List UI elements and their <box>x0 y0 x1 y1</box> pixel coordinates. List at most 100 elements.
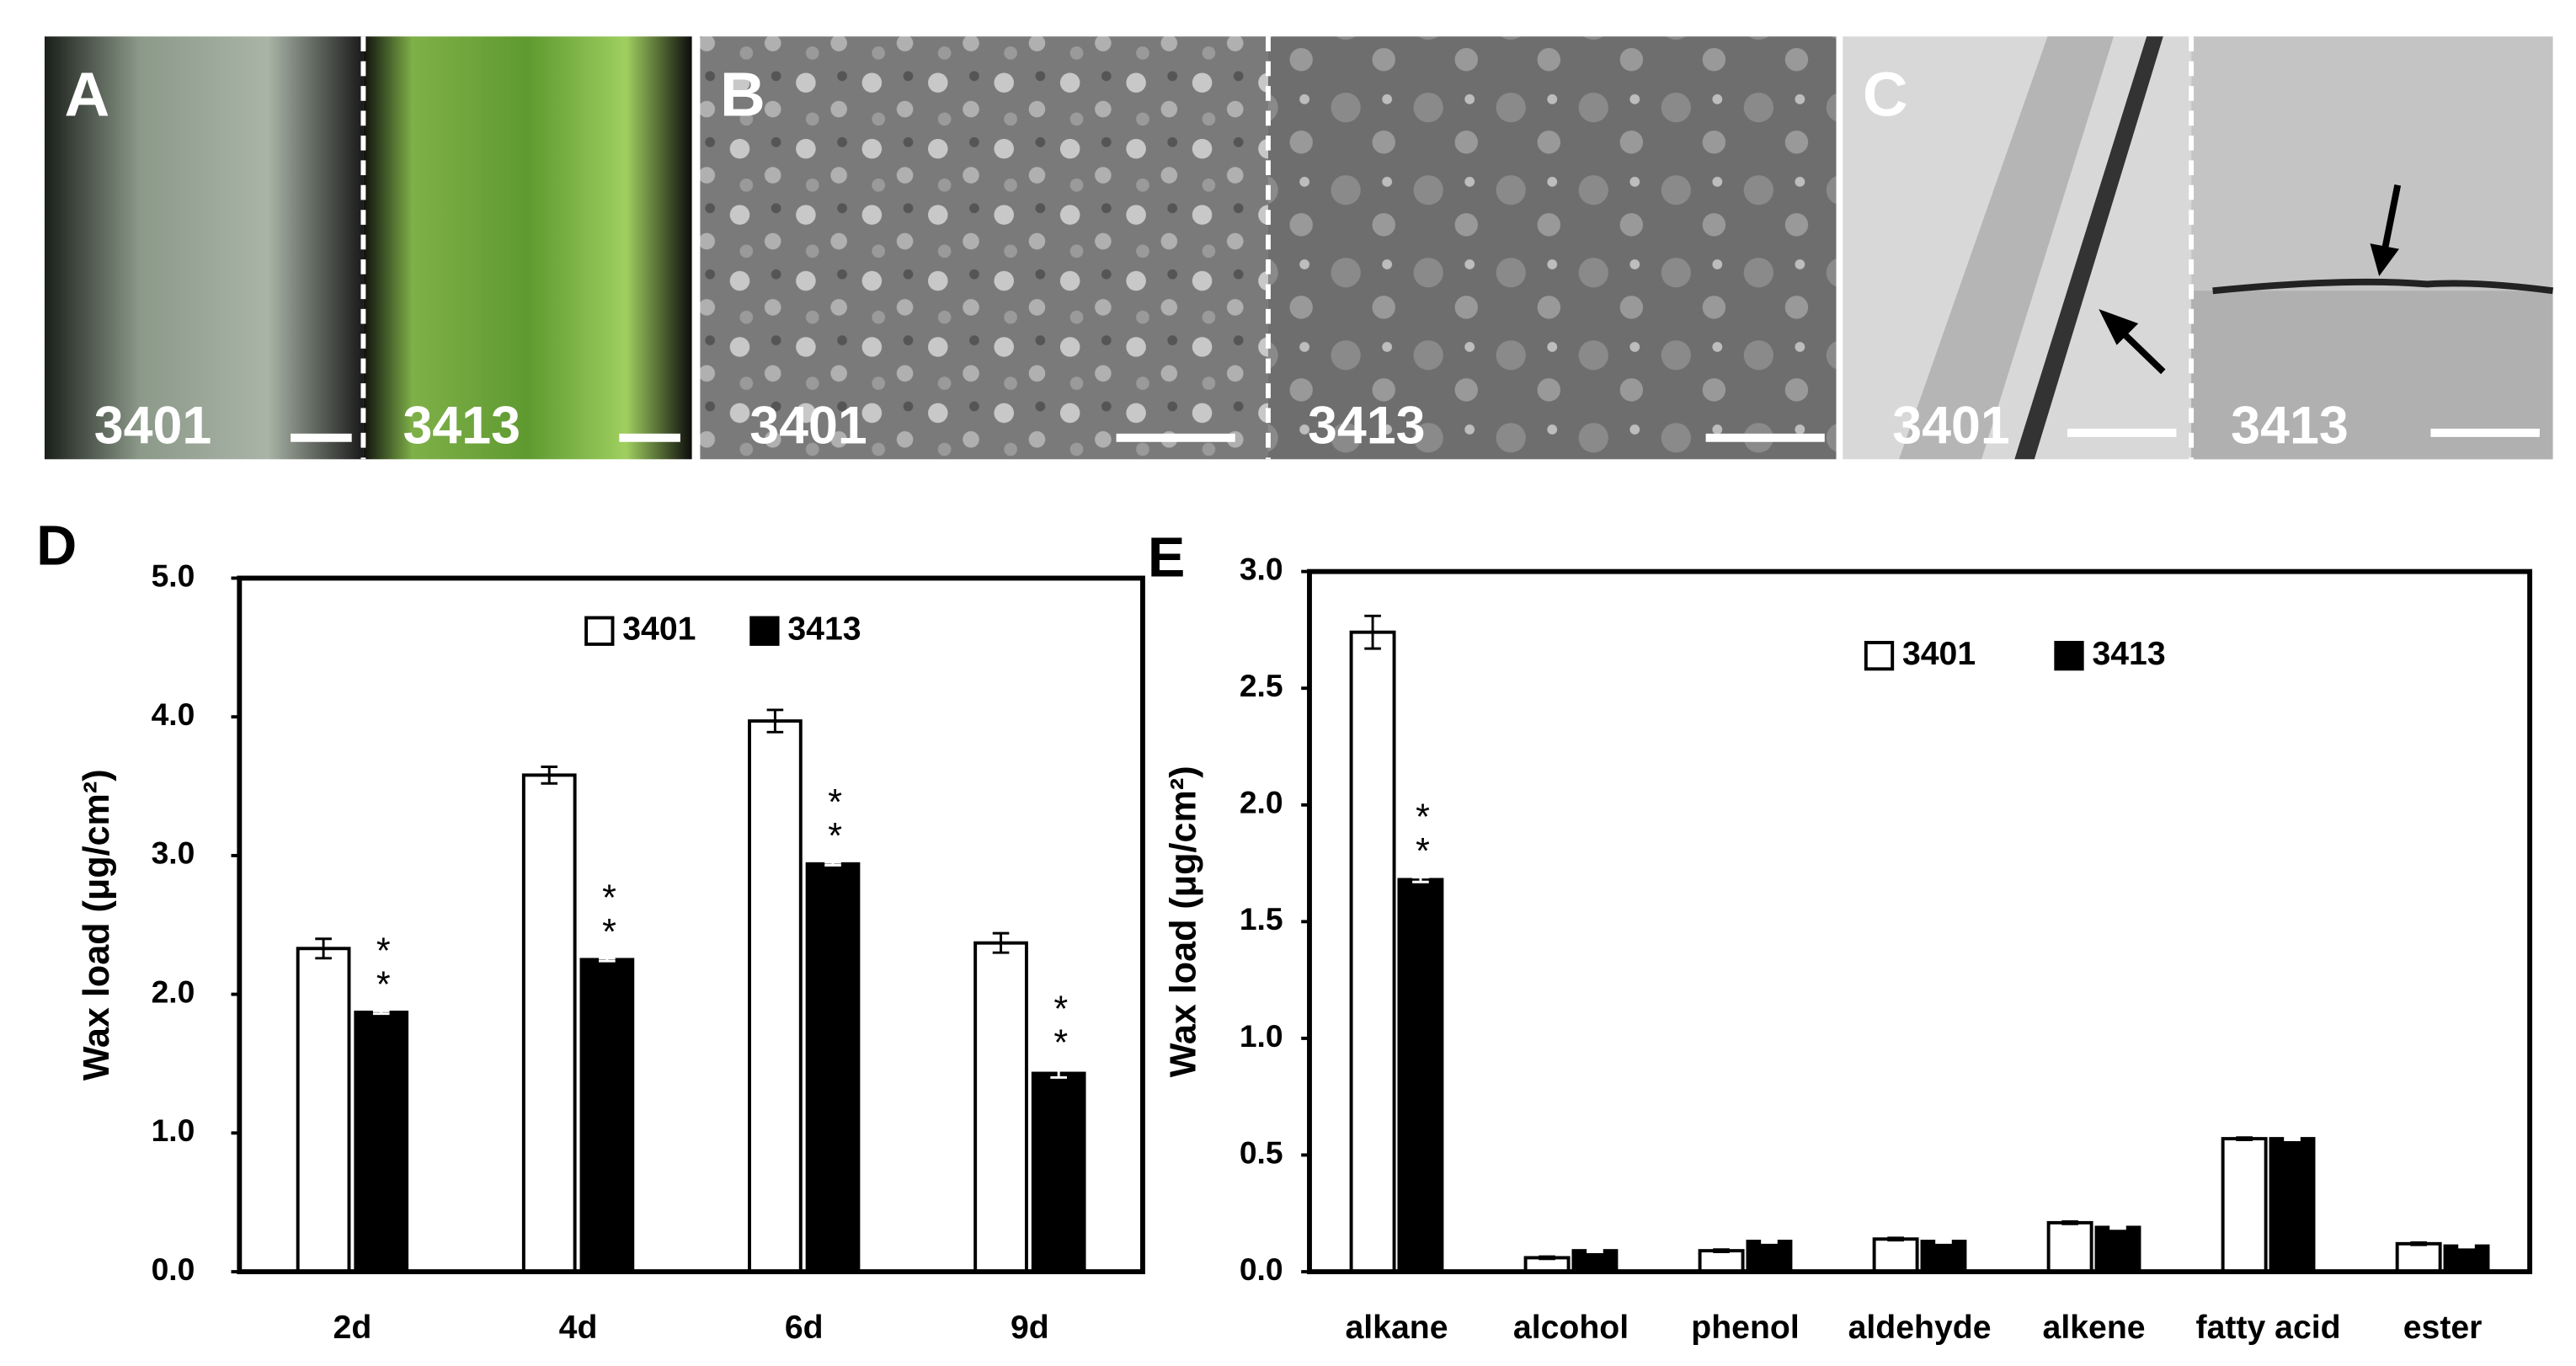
error-bar <box>1587 1248 1603 1253</box>
legend-label: 3401 <box>622 611 696 648</box>
error-bar <box>541 766 558 785</box>
photo-label: 3413 <box>2231 397 2349 456</box>
photo-label: 3401 <box>1892 397 2010 456</box>
y-tick-label: 0.0 <box>152 1251 195 1287</box>
photo <box>363 36 692 460</box>
y-tick-label: 3.0 <box>152 835 195 871</box>
bar <box>2269 1137 2316 1274</box>
bar <box>1920 1240 1967 1274</box>
error-bar <box>1935 1239 1952 1244</box>
legend-label: 3413 <box>787 611 861 648</box>
x-tick-label: phenol <box>1691 1310 1799 1346</box>
bar <box>748 719 803 1274</box>
y-tick-label: 0.0 <box>1240 1251 1283 1287</box>
legend-swatch <box>1864 640 1895 671</box>
bar <box>579 958 635 1274</box>
arrows <box>2099 184 2402 375</box>
bar <box>2395 1241 2442 1274</box>
photo-detail <box>2212 278 2554 295</box>
significance-marker: ** <box>589 878 629 946</box>
dividers <box>360 36 2195 460</box>
arrow-head <box>2099 309 2139 345</box>
x-tick-label: aldehyde <box>1848 1310 1992 1346</box>
x-tick-label: fatty acid <box>2196 1310 2341 1346</box>
error-bar <box>2109 1225 2126 1230</box>
panel-label: A <box>64 60 109 130</box>
error-bar <box>1887 1236 1904 1242</box>
panel-label: E <box>1148 526 1185 589</box>
photo-label: 3413 <box>403 397 520 456</box>
bar <box>296 947 351 1274</box>
photo-label: 3401 <box>94 397 212 456</box>
photo-detail <box>2014 36 2163 460</box>
error-bar <box>1050 1068 1067 1079</box>
significance-marker: ** <box>1041 990 1081 1057</box>
photo <box>44 36 364 460</box>
bar <box>1872 1237 1919 1274</box>
bar <box>354 1011 409 1274</box>
bar <box>1746 1240 1793 1274</box>
error-bar <box>1412 876 1429 883</box>
photo <box>1267 36 1837 460</box>
plot-frame <box>237 575 1145 1275</box>
legend-swatch <box>584 616 615 646</box>
error-bar <box>1364 614 1381 650</box>
error-bar <box>824 861 841 867</box>
panel-label: C <box>1863 60 1908 130</box>
panel-label: B <box>720 60 765 130</box>
y-tick-label: 2.0 <box>152 974 195 1009</box>
y-tick-label: 2.0 <box>1240 785 1283 820</box>
x-tick-label: 4d <box>559 1310 598 1346</box>
legend-swatch <box>2054 640 2084 671</box>
x-tick-label: alcohol <box>1513 1310 1629 1346</box>
y-tick-label: 0.5 <box>1240 1134 1283 1170</box>
significance-marker: ** <box>1403 798 1443 865</box>
error-bar <box>2061 1220 2078 1225</box>
y-tick-label: 4.0 <box>152 696 195 732</box>
y-axis-label: Wax load (μg/cm²) <box>1163 766 1203 1077</box>
photo-label: 3413 <box>1308 397 1426 456</box>
bar <box>805 862 861 1274</box>
error-bar <box>1713 1248 1730 1253</box>
legend-swatch <box>749 616 780 646</box>
arrow-head <box>2370 243 2399 276</box>
bar <box>1397 878 1444 1274</box>
error-bar <box>992 931 1010 954</box>
bar <box>1698 1249 1745 1274</box>
x-tick-label: 6d <box>785 1310 824 1346</box>
scale-bars <box>291 429 2540 442</box>
bar <box>2443 1244 2490 1274</box>
legend-label: 3401 <box>1902 636 1976 672</box>
error-bar <box>2410 1241 2427 1246</box>
plot-frame <box>1307 568 2533 1275</box>
error-bar <box>2236 1136 2253 1141</box>
error-bar <box>766 708 784 734</box>
bar <box>2046 1220 2093 1274</box>
x-tick-label: alkene <box>2043 1310 2146 1346</box>
bar <box>973 941 1028 1274</box>
bar <box>2221 1137 2268 1274</box>
bar <box>2094 1225 2141 1274</box>
x-tick-label: alkane <box>1345 1310 1448 1346</box>
error-bar <box>372 1009 390 1016</box>
photo-label: 3401 <box>749 397 867 456</box>
y-tick-label: 3.0 <box>1240 551 1283 586</box>
photo <box>700 36 1268 460</box>
bar <box>1571 1249 1619 1274</box>
y-tick-label: 5.0 <box>152 558 195 593</box>
error-bar <box>2284 1136 2301 1141</box>
significance-marker: ** <box>363 931 403 998</box>
y-axis-label: Wax load (μg/cm²) <box>77 769 117 1081</box>
photo-panels <box>44 36 2554 460</box>
x-tick-label: 2d <box>333 1310 372 1346</box>
y-tick-label: 1.0 <box>152 1113 195 1148</box>
y-tick-label: 1.5 <box>1240 901 1283 936</box>
error-bar <box>1761 1239 1778 1244</box>
x-tick-label: ester <box>2403 1310 2483 1346</box>
bar <box>1031 1071 1086 1274</box>
bar <box>1349 630 1396 1274</box>
error-bar <box>315 937 332 960</box>
bar <box>521 773 577 1274</box>
